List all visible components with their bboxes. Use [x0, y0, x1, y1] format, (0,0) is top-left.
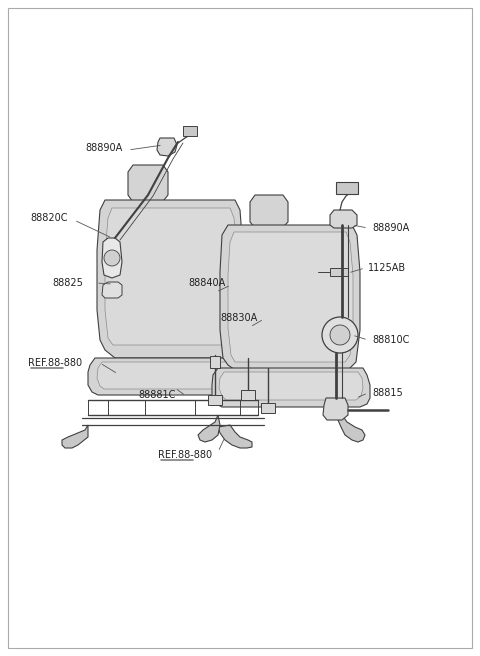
Text: 88820C: 88820C [30, 213, 68, 223]
Polygon shape [228, 232, 353, 362]
Polygon shape [218, 425, 252, 448]
Polygon shape [157, 138, 177, 156]
Circle shape [330, 325, 350, 345]
Text: 88810C: 88810C [372, 335, 409, 345]
Polygon shape [250, 195, 288, 230]
Polygon shape [102, 238, 122, 278]
Bar [183, 126, 197, 136]
Polygon shape [330, 210, 357, 228]
Bar [261, 403, 275, 413]
Text: 88840A: 88840A [188, 278, 225, 288]
Polygon shape [219, 372, 363, 400]
Bar [330, 268, 348, 276]
Polygon shape [88, 358, 255, 395]
Text: 88890A: 88890A [372, 223, 409, 233]
Bar [241, 390, 255, 400]
Circle shape [104, 250, 120, 266]
Text: REF.88-880: REF.88-880 [28, 358, 82, 368]
Bar [336, 182, 358, 194]
Polygon shape [338, 415, 365, 442]
Text: 88890A: 88890A [85, 143, 122, 153]
Polygon shape [220, 225, 360, 370]
Text: 88825: 88825 [52, 278, 83, 288]
Text: 1125AB: 1125AB [368, 263, 406, 273]
Polygon shape [97, 200, 243, 358]
Text: 88881C: 88881C [138, 390, 175, 400]
Polygon shape [105, 208, 237, 345]
Polygon shape [128, 165, 168, 205]
Circle shape [322, 317, 358, 353]
Polygon shape [198, 415, 220, 442]
Bar [210, 356, 220, 368]
Polygon shape [97, 362, 248, 389]
Text: 88830A: 88830A [220, 313, 257, 323]
Text: 88815: 88815 [372, 388, 403, 398]
Polygon shape [102, 282, 122, 298]
Text: REF.88-880: REF.88-880 [158, 450, 212, 460]
Polygon shape [62, 425, 88, 448]
Bar [208, 395, 222, 405]
Polygon shape [323, 398, 348, 420]
Polygon shape [212, 368, 370, 407]
